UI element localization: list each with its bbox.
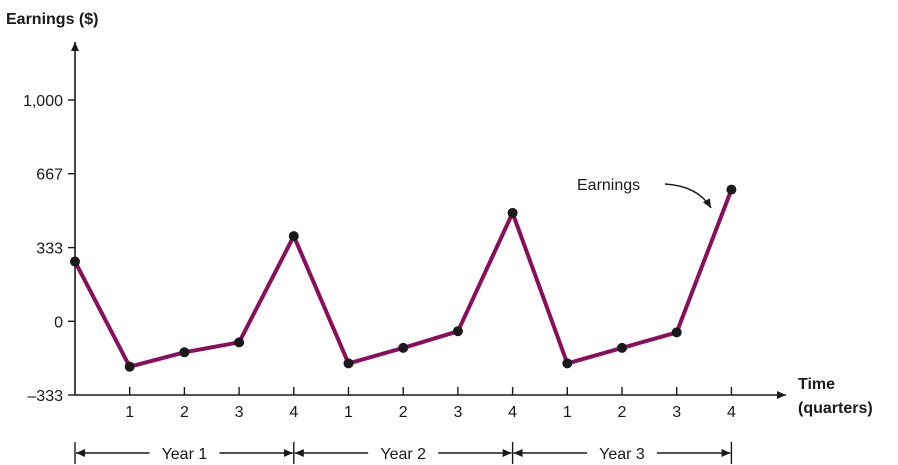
- y-tick-label: 333: [36, 241, 63, 258]
- y-axis-title: Earnings ($): [6, 11, 98, 28]
- annotation-arrow: [664, 183, 712, 209]
- x-tick-label: 4: [508, 404, 517, 421]
- year-label: Year 3: [599, 446, 645, 463]
- data-point: [562, 358, 573, 369]
- x-tick-label: 3: [672, 404, 681, 421]
- x-tick-label: 1: [125, 404, 134, 421]
- data-point: [124, 361, 135, 372]
- data-point: [343, 358, 354, 369]
- data-point: [507, 207, 518, 218]
- series-earnings: [70, 184, 737, 372]
- x-tick-label: 3: [235, 404, 244, 421]
- x-tick-label: 2: [618, 404, 627, 421]
- x-tick-label: 1: [344, 404, 353, 421]
- data-point: [452, 326, 463, 337]
- data-point: [671, 327, 682, 338]
- y-tick-label: –333: [27, 388, 63, 405]
- x-axis-subtitle: (quarters): [798, 400, 873, 417]
- series-annotation: Earnings: [577, 177, 640, 194]
- x-tick-label: 1: [563, 404, 572, 421]
- x-tick-label: 2: [399, 404, 408, 421]
- data-point: [179, 347, 190, 358]
- data-point: [234, 337, 245, 348]
- x-tick-label: 3: [453, 404, 462, 421]
- x-tick-label: 2: [180, 404, 189, 421]
- y-tick-label: 667: [36, 167, 63, 184]
- x-ticks: 1 2 3 4 1 2 3 4 1 2 3 4: [125, 387, 736, 421]
- data-point: [70, 256, 80, 267]
- data-point: [726, 184, 737, 195]
- year-label: Year 2: [380, 446, 426, 463]
- x-axis-title: Time: [798, 376, 835, 393]
- x-tick-label: 4: [289, 404, 298, 421]
- year-brackets: Year 1 Year 2 Year 3: [74, 442, 733, 464]
- year-label: Year 1: [162, 446, 208, 463]
- data-point: [398, 342, 409, 353]
- earnings-line: [73, 188, 734, 369]
- x-tick-label: 4: [727, 404, 736, 421]
- data-point: [288, 231, 299, 242]
- y-ticks: 1,000 667 333 0 –333: [23, 93, 75, 405]
- data-point: [617, 342, 627, 353]
- y-tick-label: 1,000: [23, 93, 63, 110]
- y-tick-label: 0: [54, 314, 63, 331]
